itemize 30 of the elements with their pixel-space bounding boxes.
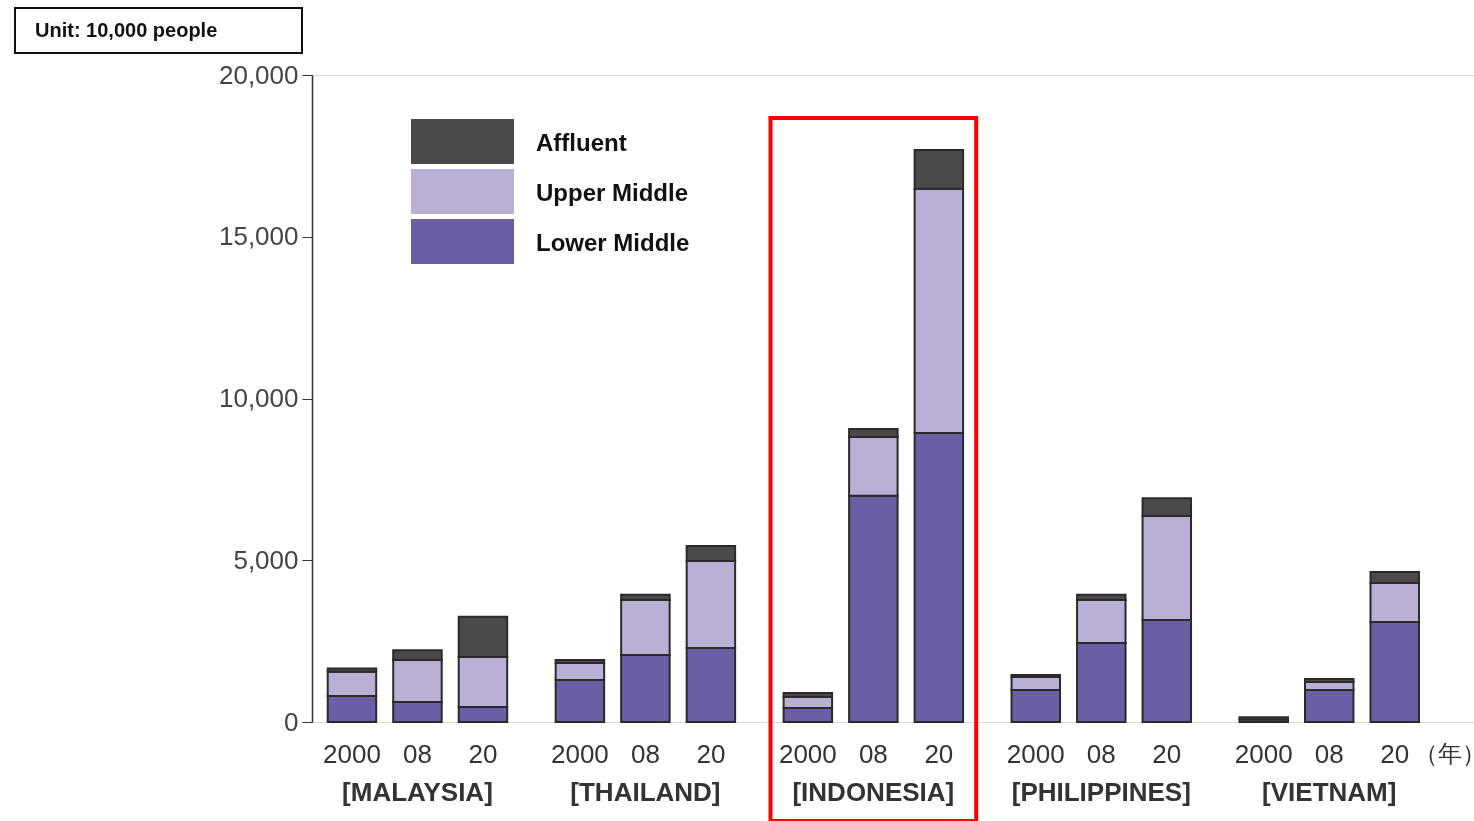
x-tick-label: 20 (1380, 739, 1410, 769)
text: [PHILIPPINES] (1011, 777, 1191, 807)
text: Unit: 10,000 people (35, 19, 218, 41)
x-tick-label: 20 (696, 739, 726, 769)
text: （年） (1414, 740, 1474, 768)
text: [MALAYSIA] (342, 777, 493, 807)
x-tick-label: 20 (1152, 739, 1182, 769)
text: [VIETNAM] (1262, 777, 1397, 807)
x-tick-label: 08 (403, 739, 432, 769)
y-tick-label: 0 (284, 706, 299, 737)
legend-label: Lower Middle (536, 228, 690, 256)
x-tick-label: 08 (1314, 739, 1344, 769)
x-tick-label: 08 (858, 739, 888, 769)
x-tick-label: 2000 (323, 739, 381, 769)
y-tick-label: 15,000 (218, 221, 299, 252)
text: [INDONESIA] (792, 777, 955, 807)
x-tick-label: 2000 (1234, 739, 1293, 769)
x-tick-label: 2000 (1006, 739, 1065, 769)
legend-label: Affluent (536, 128, 627, 156)
x-tick-label: 08 (1086, 739, 1116, 769)
y-tick-label: 20,000 (218, 59, 299, 90)
x-tick-label: 2000 (778, 739, 837, 769)
text: [THAILAND] (570, 777, 721, 807)
x-tick-label: 20 (468, 739, 498, 769)
y-tick-label: 10,000 (218, 383, 299, 413)
y-tick-label: 5,000 (233, 544, 299, 575)
x-tick-label: 2000 (550, 739, 609, 769)
legend-label: Upper Middle (536, 178, 689, 206)
x-tick-label: 08 (630, 739, 660, 769)
x-tick-label: 20 (924, 739, 954, 769)
